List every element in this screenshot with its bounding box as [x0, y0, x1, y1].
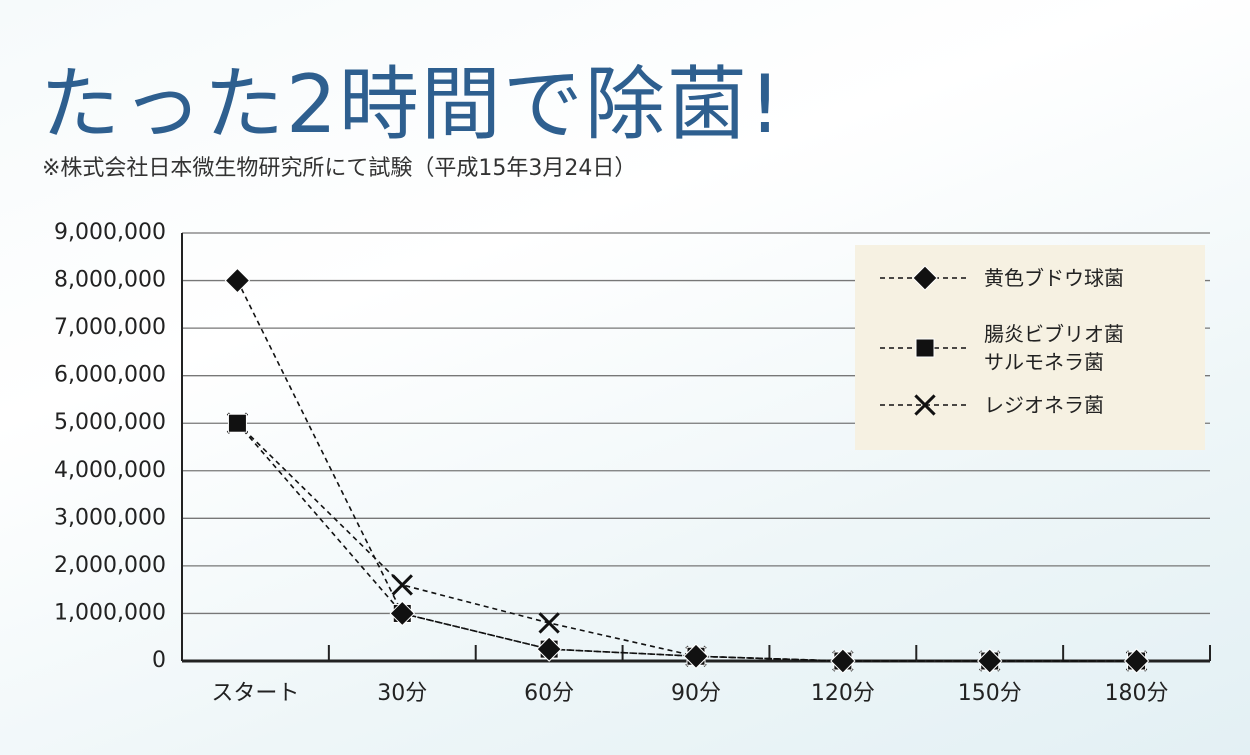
legend-label: 黄色ブドウ球菌 — [984, 266, 1124, 290]
marker-diamond — [830, 648, 856, 674]
marker-diamond — [389, 600, 415, 627]
x-tick-label: 180分 — [1105, 681, 1169, 706]
y-tick-label: 6,000,000 — [54, 363, 166, 388]
x-tick-label: 120分 — [811, 681, 875, 706]
legend-item: 腸炎ビブリオ菌 サルモネラ菌 — [880, 320, 1124, 376]
x-tick-label: 60分 — [524, 681, 574, 706]
marker-square — [915, 338, 935, 358]
legend: 黄色ブドウ球菌腸炎ビブリオ菌 サルモネラ菌レジオネラ菌 — [855, 245, 1205, 450]
legend-swatch — [880, 338, 970, 358]
legend-label: レジオネラ菌 — [984, 393, 1104, 417]
y-tick-label: 2,000,000 — [54, 553, 166, 578]
marker-x — [914, 394, 936, 416]
y-tick-label: 3,000,000 — [54, 505, 166, 530]
series-line — [236, 422, 1137, 662]
y-tick-label: 9,000,000 — [54, 220, 166, 245]
marker-diamond — [1123, 648, 1150, 674]
legend-item: 黄色ブドウ球菌 — [880, 263, 1124, 293]
marker-x — [391, 574, 413, 596]
marker-diamond — [683, 643, 709, 669]
marker-diamond — [977, 648, 1003, 674]
y-tick-label: 0 — [152, 648, 166, 673]
y-tick-label: 8,000,000 — [54, 268, 166, 293]
x-tick-label: 150分 — [958, 681, 1022, 706]
title: たった2時間で除菌! — [40, 58, 783, 151]
legend-item: レジオネラ菌 — [880, 390, 1104, 420]
legend-swatch — [880, 394, 970, 416]
x-tick-label: 90分 — [671, 681, 721, 706]
marker-diamond — [224, 267, 251, 294]
y-tick-label: 1,000,000 — [54, 600, 166, 625]
y-tick-label: 7,000,000 — [54, 315, 166, 340]
x-tick-label: 30分 — [377, 681, 427, 706]
y-tick-label: 4,000,000 — [54, 458, 166, 483]
legend-label: 腸炎ビブリオ菌 サルモネラ菌 — [984, 322, 1124, 374]
x-tick-label: スタート — [211, 681, 299, 706]
marker-x — [538, 612, 560, 634]
legend-swatch — [880, 265, 970, 291]
marker-diamond — [912, 265, 938, 291]
series-line — [236, 422, 1137, 662]
marker-square — [227, 413, 247, 433]
marker-diamond — [536, 636, 562, 662]
subtitle: ※株式会社日本微生物研究所にて試験（平成15年3月24日） — [42, 156, 637, 181]
y-tick-label: 5,000,000 — [54, 410, 166, 435]
